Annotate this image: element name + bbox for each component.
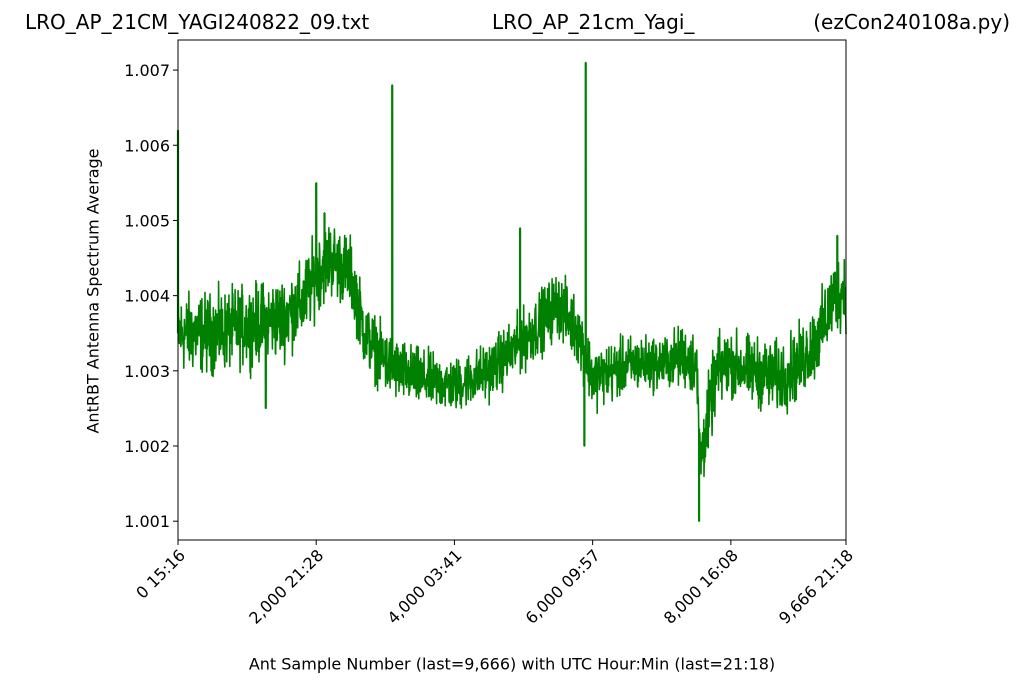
x-axis-label: Ant Sample Number (last=9,666) with UTC … bbox=[248, 654, 776, 674]
x-tick-label: 9,666 21:18 bbox=[775, 546, 857, 628]
y-tick-label: 1.006 bbox=[124, 136, 170, 155]
y-axis-label: AntRBT Antenna Spectrum Average bbox=[83, 148, 103, 434]
y-tick-label: 1.007 bbox=[124, 61, 170, 80]
y-tick-label: 1.002 bbox=[124, 437, 170, 456]
x-tick-label: 2,000 21:28 bbox=[245, 546, 327, 628]
plot-frame bbox=[177, 39, 847, 541]
x-tick-label: 4,000 03:41 bbox=[383, 546, 465, 628]
station-title: LRO_AP_21cm_Yagi_ bbox=[492, 10, 695, 34]
y-tick-label: 1.001 bbox=[124, 512, 170, 531]
program-title: (ezCon240108a.py) bbox=[813, 10, 1010, 34]
file-name-title: LRO_AP_21CM_YAGI240822_09.txt bbox=[25, 10, 370, 34]
x-tick-label: 0 15:16 bbox=[132, 546, 189, 603]
y-tick-label: 1.003 bbox=[124, 362, 170, 381]
x-tick-label: 6,000 09:57 bbox=[522, 546, 604, 628]
plot-data-layer bbox=[176, 61, 847, 522]
y-tick-label: 1.005 bbox=[124, 211, 170, 230]
y-tick-label: 1.004 bbox=[124, 287, 170, 306]
series-line-0 bbox=[177, 61, 847, 522]
x-tick-label: 8,000 16:08 bbox=[660, 546, 742, 628]
